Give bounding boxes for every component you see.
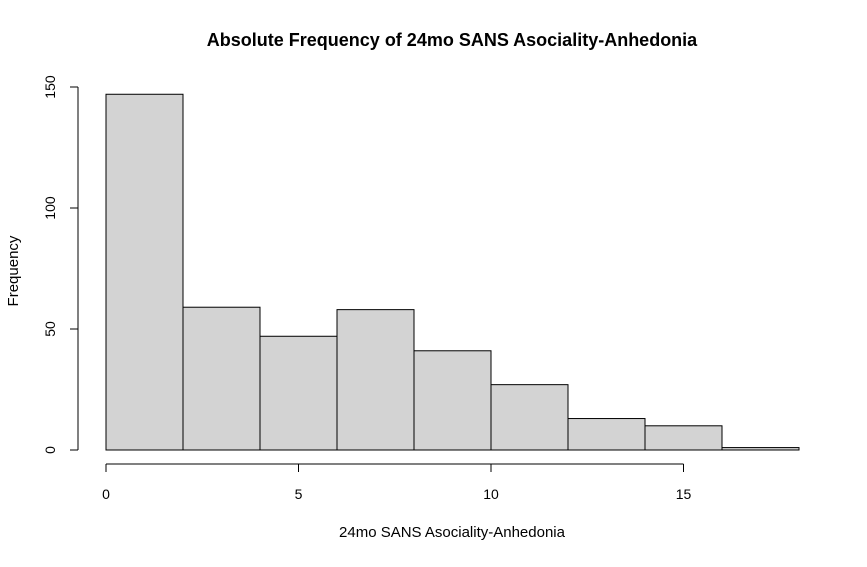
histogram-bar-8 xyxy=(721,447,800,451)
histogram-bar-7 xyxy=(644,425,723,451)
x-tick-label: 10 xyxy=(483,486,499,502)
histogram-bar-1 xyxy=(182,306,261,451)
y-tick-label: 150 xyxy=(42,75,58,99)
x-tick-label: 15 xyxy=(676,486,692,502)
y-tick-label: 100 xyxy=(42,196,58,220)
histogram-bar-5 xyxy=(490,384,569,451)
y-axis: 0 50 100 150 xyxy=(42,75,79,454)
bars-group xyxy=(105,93,800,451)
histogram-bar-6 xyxy=(567,418,646,451)
chart-title: Absolute Frequency of 24mo SANS Asociali… xyxy=(207,30,698,50)
histogram-bar-2 xyxy=(259,335,338,451)
y-tick-label: 0 xyxy=(42,446,58,454)
histogram-bar-0 xyxy=(105,93,184,451)
y-tick-label: 50 xyxy=(42,321,58,337)
x-axis: 0 5 10 15 xyxy=(102,463,692,502)
histogram-bar-3 xyxy=(336,309,415,451)
histogram-bar-4 xyxy=(413,350,492,451)
x-tick-label: 0 xyxy=(102,486,110,502)
y-axis-label: Frequency xyxy=(5,235,22,306)
x-axis-label: 24mo SANS Asociality-Anhedonia xyxy=(339,524,566,541)
x-tick-label: 5 xyxy=(295,486,303,502)
